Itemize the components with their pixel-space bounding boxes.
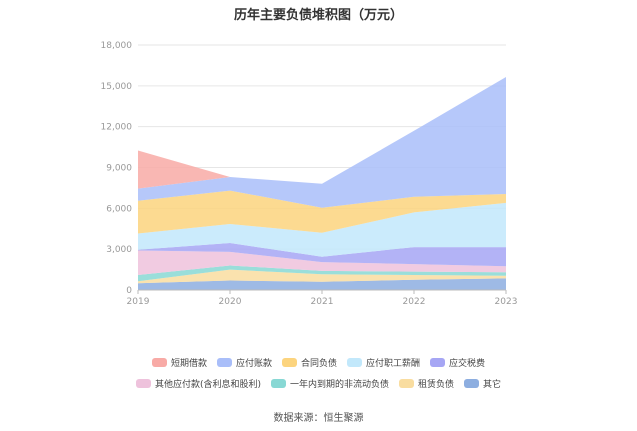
legend-swatch [270, 379, 286, 388]
area-series-8 [138, 77, 506, 189]
area-series-4 [138, 243, 506, 267]
x-tick-label: 2021 [311, 297, 334, 307]
y-tick-label: 0 [126, 286, 132, 296]
area-series-5 [138, 202, 506, 257]
y-tick-label: 12,000 [101, 123, 133, 133]
legend-label: 应交税费 [449, 359, 486, 369]
legend-swatch [216, 358, 232, 367]
x-tick-label: 2023 [495, 297, 518, 307]
legend-row: 其他应付款(含利息和股利) 一年内到期的非流动负债 租赁负债 其它 [40, 373, 597, 394]
legend-label: 应付账款 [235, 359, 272, 369]
legend-item[interactable]: 应付账款 [216, 356, 272, 369]
y-tick-label: 6,000 [106, 204, 132, 214]
area-series-0 [138, 278, 506, 290]
y-tick-label: 3,000 [106, 245, 132, 255]
y-tick-label: 18,000 [101, 41, 133, 51]
legend-swatch [281, 358, 297, 367]
legend-swatch [464, 379, 480, 388]
legend-item[interactable]: 一年内到期的非流动负债 [270, 377, 389, 390]
legend-swatch [347, 358, 362, 367]
area-series-3 [138, 250, 506, 275]
y-tick-label: 9,000 [106, 164, 132, 174]
legend-swatch [151, 358, 167, 367]
legend-label: 租赁负债 [418, 380, 455, 390]
legend-label: 其他应付款(含利息和股利) [154, 380, 261, 390]
legend-row: 短期借款 应付账款 合同负债 应付职工薪酬 应交税费 [40, 352, 597, 373]
y-tick-label: 15,000 [101, 82, 133, 92]
legend-item[interactable]: 其他应付款(含利息和股利) [135, 377, 261, 390]
legend-label: 一年内到期的非流动负债 [289, 380, 389, 390]
legend-label: 应付职工薪酬 [366, 359, 421, 369]
legend-swatch [399, 379, 414, 388]
legend-swatch [135, 379, 151, 388]
area-series-1 [138, 269, 506, 284]
legend-item[interactable]: 应交税费 [430, 356, 485, 369]
area-series-7 [138, 77, 506, 208]
data-source-note: 数据来源：恒生聚源 [273, 413, 364, 424]
legend-label: 其它 [483, 380, 502, 390]
x-tick-label: 2019 [127, 297, 150, 307]
area-series-2 [138, 265, 506, 282]
legend: 短期借款 应付账款 合同负债 应付职工薪酬 应交税费其他应付款(含利息和股利) 一年内到期… [40, 352, 597, 394]
legend-swatch [430, 358, 446, 367]
area-series-6 [138, 190, 506, 234]
x-tick-label: 2020 [219, 297, 242, 307]
legend-item[interactable]: 其它 [464, 377, 501, 390]
legend-label: 合同负债 [300, 359, 337, 369]
x-tick-label: 2022 [403, 297, 426, 307]
legend-label: 短期借款 [170, 359, 207, 369]
legend-item[interactable]: 应付职工薪酬 [347, 356, 420, 369]
legend-item[interactable]: 租赁负债 [399, 377, 454, 390]
chart-title: 历年主要负债堆积图（万元） [233, 8, 403, 23]
legend-item[interactable]: 短期借款 [151, 356, 207, 369]
legend-item[interactable]: 合同负债 [281, 356, 337, 369]
